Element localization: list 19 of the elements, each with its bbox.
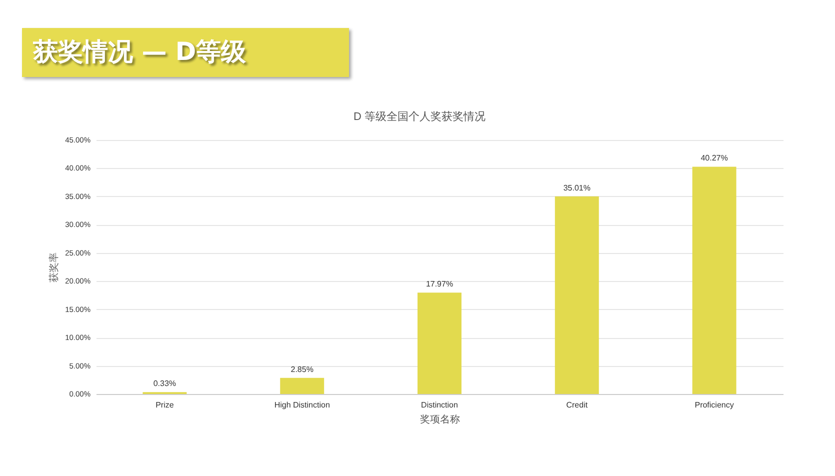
- data-label: 17.97%: [426, 280, 454, 289]
- x-tick-label: Proficiency: [694, 400, 734, 410]
- bar: [554, 196, 599, 394]
- x-tick-label: Credit: [566, 400, 588, 410]
- bar: [418, 292, 462, 394]
- banner: 获奖情况 — D等级: [22, 28, 349, 77]
- bar: [692, 166, 736, 394]
- x-axis-title: 奖项名称: [420, 414, 460, 426]
- data-label: 2.85%: [290, 364, 314, 374]
- data-label: 35.01%: [563, 183, 590, 192]
- bar: [280, 378, 324, 394]
- data-label: 0.33%: [153, 379, 176, 388]
- chart-subtitle: D 等级全国个人奖获奖情况: [354, 110, 486, 123]
- x-tick-label: Prize: [156, 400, 174, 410]
- x-tick-label: High Distinction: [274, 400, 330, 410]
- chart-title: 获奖情况 — D等级: [33, 37, 246, 67]
- y-axis-title: 获奖率: [48, 252, 60, 282]
- data-label: 40.27%: [700, 154, 728, 163]
- x-tick-label: Distinction: [421, 400, 458, 410]
